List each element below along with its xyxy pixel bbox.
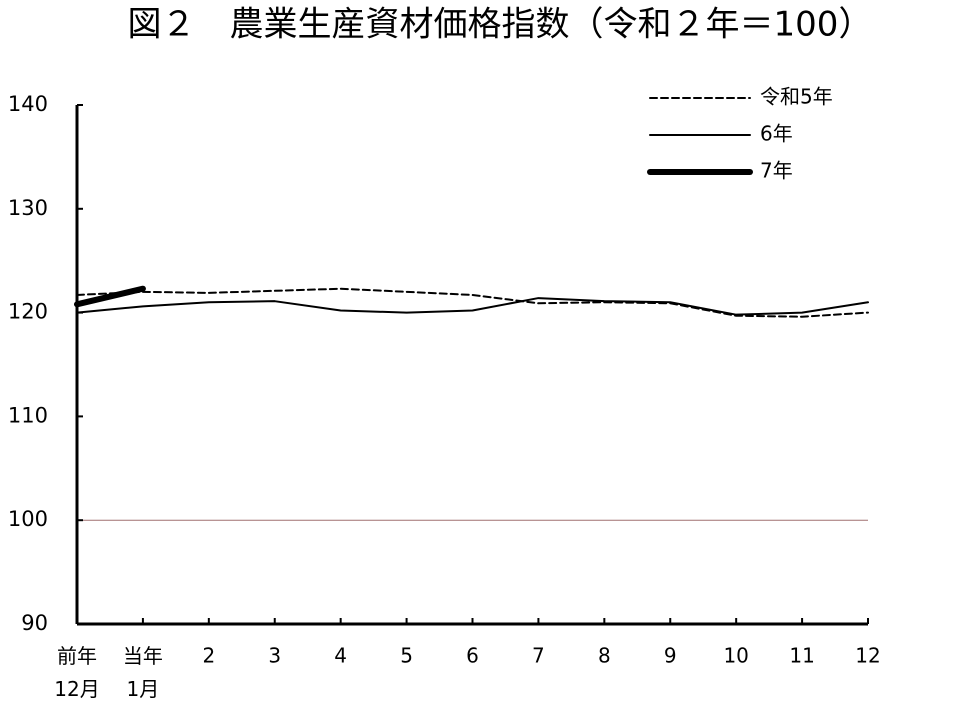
y-tick-label: 120 [8,300,48,324]
chart-title: 図２ 農業生産資材価格指数（令和２年＝100） [128,5,873,45]
legend-label: 7年 [760,159,793,183]
y-tick-label: 100 [8,507,48,531]
x-tick-label: 3 [268,644,281,668]
x-tick-label: 4 [334,644,347,668]
x-tick-label: 8 [598,644,611,668]
y-tick-label: 130 [8,196,48,220]
x-tick-label: 前年 12月 [54,644,99,701]
x-tick-label: 2 [202,644,215,668]
x-tick-label: 5 [400,644,413,668]
x-tick-label: 9 [664,644,677,668]
x-tick-label: 当年 1月 [123,644,163,701]
x-tick-label: 7 [532,644,545,668]
legend-label: 6年 [760,122,793,146]
line-series [74,285,146,308]
y-tick-label: 140 [8,92,48,116]
x-tick-label: 11 [789,644,814,668]
y-tick-label: 110 [8,403,48,427]
x-tick-label: 6 [466,644,479,668]
line-series [76,297,869,316]
line-series [76,287,869,318]
x-tick-label: 12 [855,644,880,668]
legend-label: 令和5年 [760,85,833,109]
x-tick-label: 10 [723,644,748,668]
y-tick-label: 90 [21,611,48,635]
